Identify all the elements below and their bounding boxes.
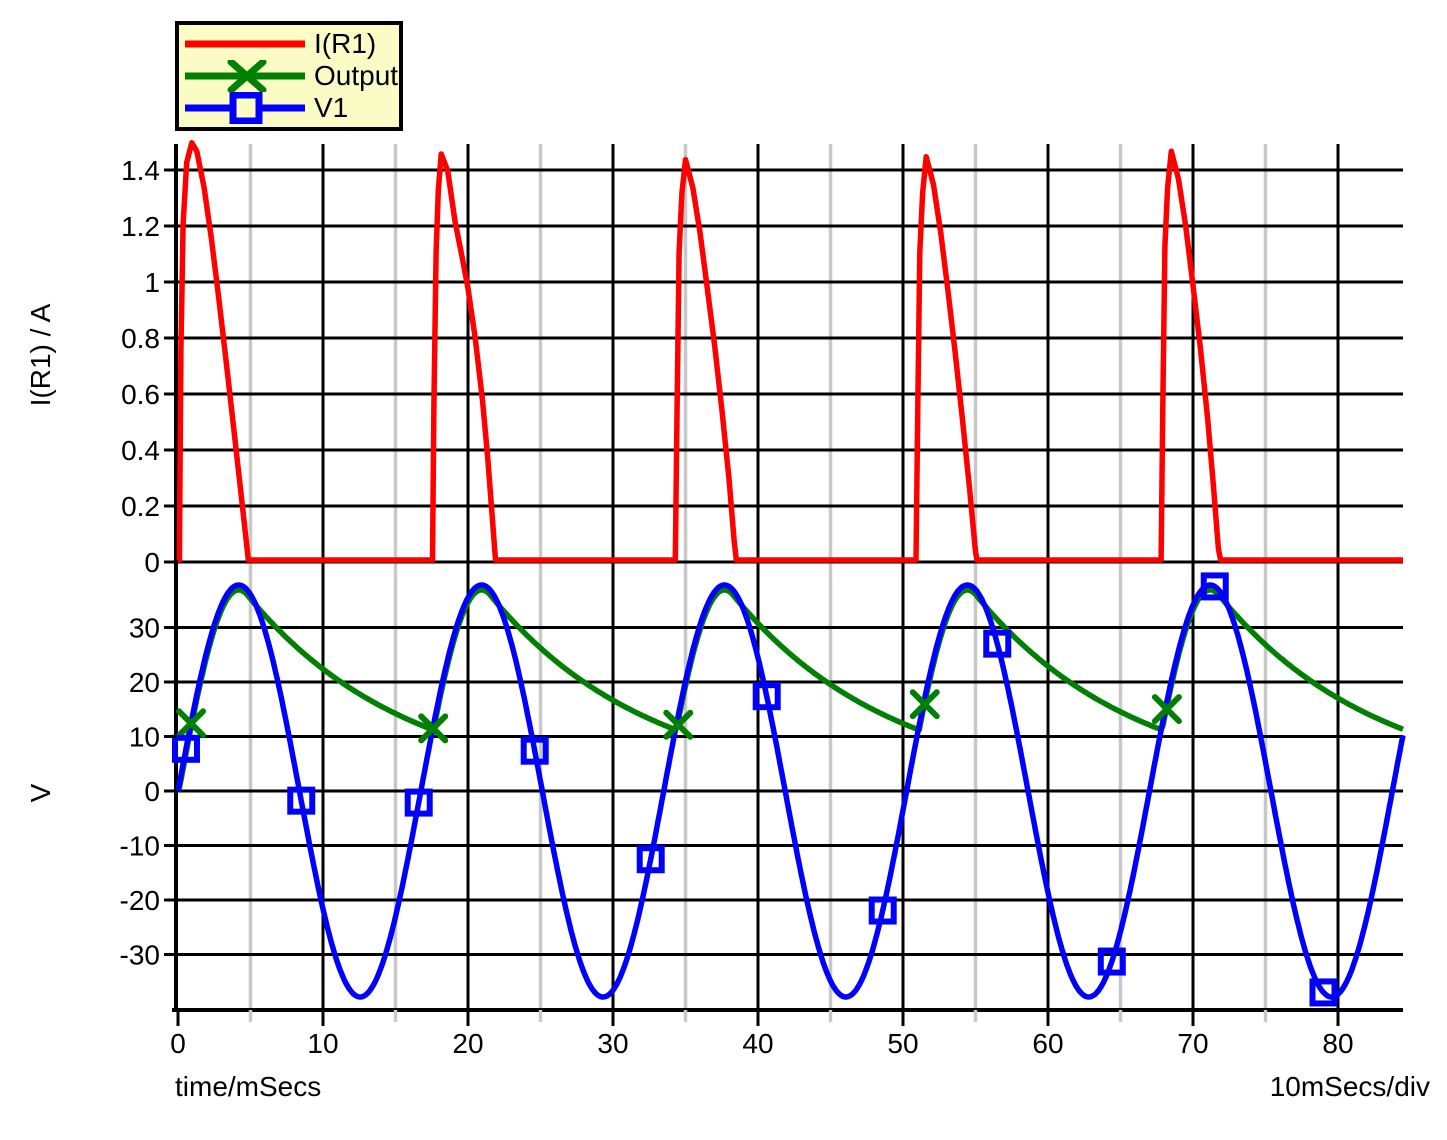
- legend: I(R1) Output V1: [175, 21, 403, 131]
- output-x-marker: [176, 708, 207, 739]
- legend-label: I(R1): [314, 28, 377, 59]
- output-x-marker: [1151, 694, 1182, 725]
- top-y-tick-label: 0: [144, 547, 160, 578]
- top-y-tick-label: 1.4: [121, 155, 160, 186]
- output-curve: [175, 587, 1404, 792]
- v1-square-marker: [1097, 947, 1126, 976]
- v1-curve: [175, 582, 1406, 1000]
- x-tick-label: 20: [452, 1028, 483, 1059]
- v1-square-marker: [404, 788, 433, 817]
- v1-square-marker: [287, 786, 316, 815]
- v1-square-marker: [520, 736, 549, 765]
- output-x-marker: [663, 709, 694, 740]
- bottom-y-tick-label: 30: [129, 613, 160, 644]
- legend-line-sample: [185, 92, 305, 124]
- ir1-curve: [176, 140, 1403, 563]
- top-y-tick-label: 0.2: [121, 491, 160, 522]
- x-tick-label: 40: [742, 1028, 773, 1059]
- legend-item-i-r1-: I(R1): [183, 28, 395, 60]
- x-tick-label: 80: [1322, 1028, 1353, 1059]
- bottom-y-tick-label: -20: [120, 885, 160, 916]
- top-y-tick-label: 0.4: [121, 435, 160, 466]
- x-tick-label: 50: [887, 1028, 918, 1059]
- x-axis-title: time/mSecs: [175, 1071, 321, 1102]
- v1-square-marker: [983, 629, 1012, 658]
- bottom-y-tick-label: 0: [144, 776, 160, 807]
- top-y-tick-label: 1: [144, 267, 160, 298]
- legend-label: V1: [314, 92, 349, 123]
- bottom-y-tick-label: -10: [120, 831, 160, 862]
- top-y-tick-label: 0.8: [121, 323, 160, 354]
- legend-label: Output: [314, 60, 399, 91]
- v1-square-marker: [752, 682, 781, 711]
- legend-x-marker-icon: [227, 60, 267, 92]
- ticks-layer: 0 10 20 30 40 50 60 70 80 0 0.2 0.4 0.6 0.8 1 1.2 1.4 -30…: [120, 155, 1354, 1059]
- bottom-y-axis-title: V: [25, 783, 56, 802]
- x-tick-label: 10: [307, 1028, 338, 1059]
- x-tick-label: 60: [1032, 1028, 1063, 1059]
- v1-square-marker: [1200, 572, 1229, 601]
- v1-square-marker: [636, 845, 665, 874]
- legend-line-sample: [185, 40, 305, 48]
- output-x-marker: [418, 713, 449, 744]
- top-y-tick-label: 0.6: [121, 379, 160, 410]
- legend-item-v1: V1: [183, 92, 395, 124]
- x-tick-label: 70: [1177, 1028, 1208, 1059]
- grid-layer: [172, 144, 1403, 1012]
- legend-square-marker-icon: [229, 92, 263, 124]
- v1-square-marker: [1309, 978, 1338, 1007]
- x-tick-label: 30: [597, 1028, 628, 1059]
- v1-square-marker: [868, 896, 897, 925]
- top-y-axis-title: I(R1) / A: [25, 303, 56, 406]
- v1-square-marker: [171, 734, 200, 763]
- legend-line-sample: [185, 60, 305, 92]
- output-x-marker: [909, 689, 940, 720]
- x-tick-label: 0: [170, 1028, 186, 1059]
- curves-layer: [171, 140, 1406, 1007]
- bottom-y-tick-label: 20: [129, 667, 160, 698]
- bottom-y-tick-label: -30: [120, 940, 160, 971]
- legend-item-output: Output: [183, 60, 399, 92]
- x-axis-scale-label: 10mSecs/div: [1270, 1071, 1430, 1102]
- top-y-tick-label: 1.2: [121, 211, 160, 242]
- bottom-y-tick-label: 10: [129, 722, 160, 753]
